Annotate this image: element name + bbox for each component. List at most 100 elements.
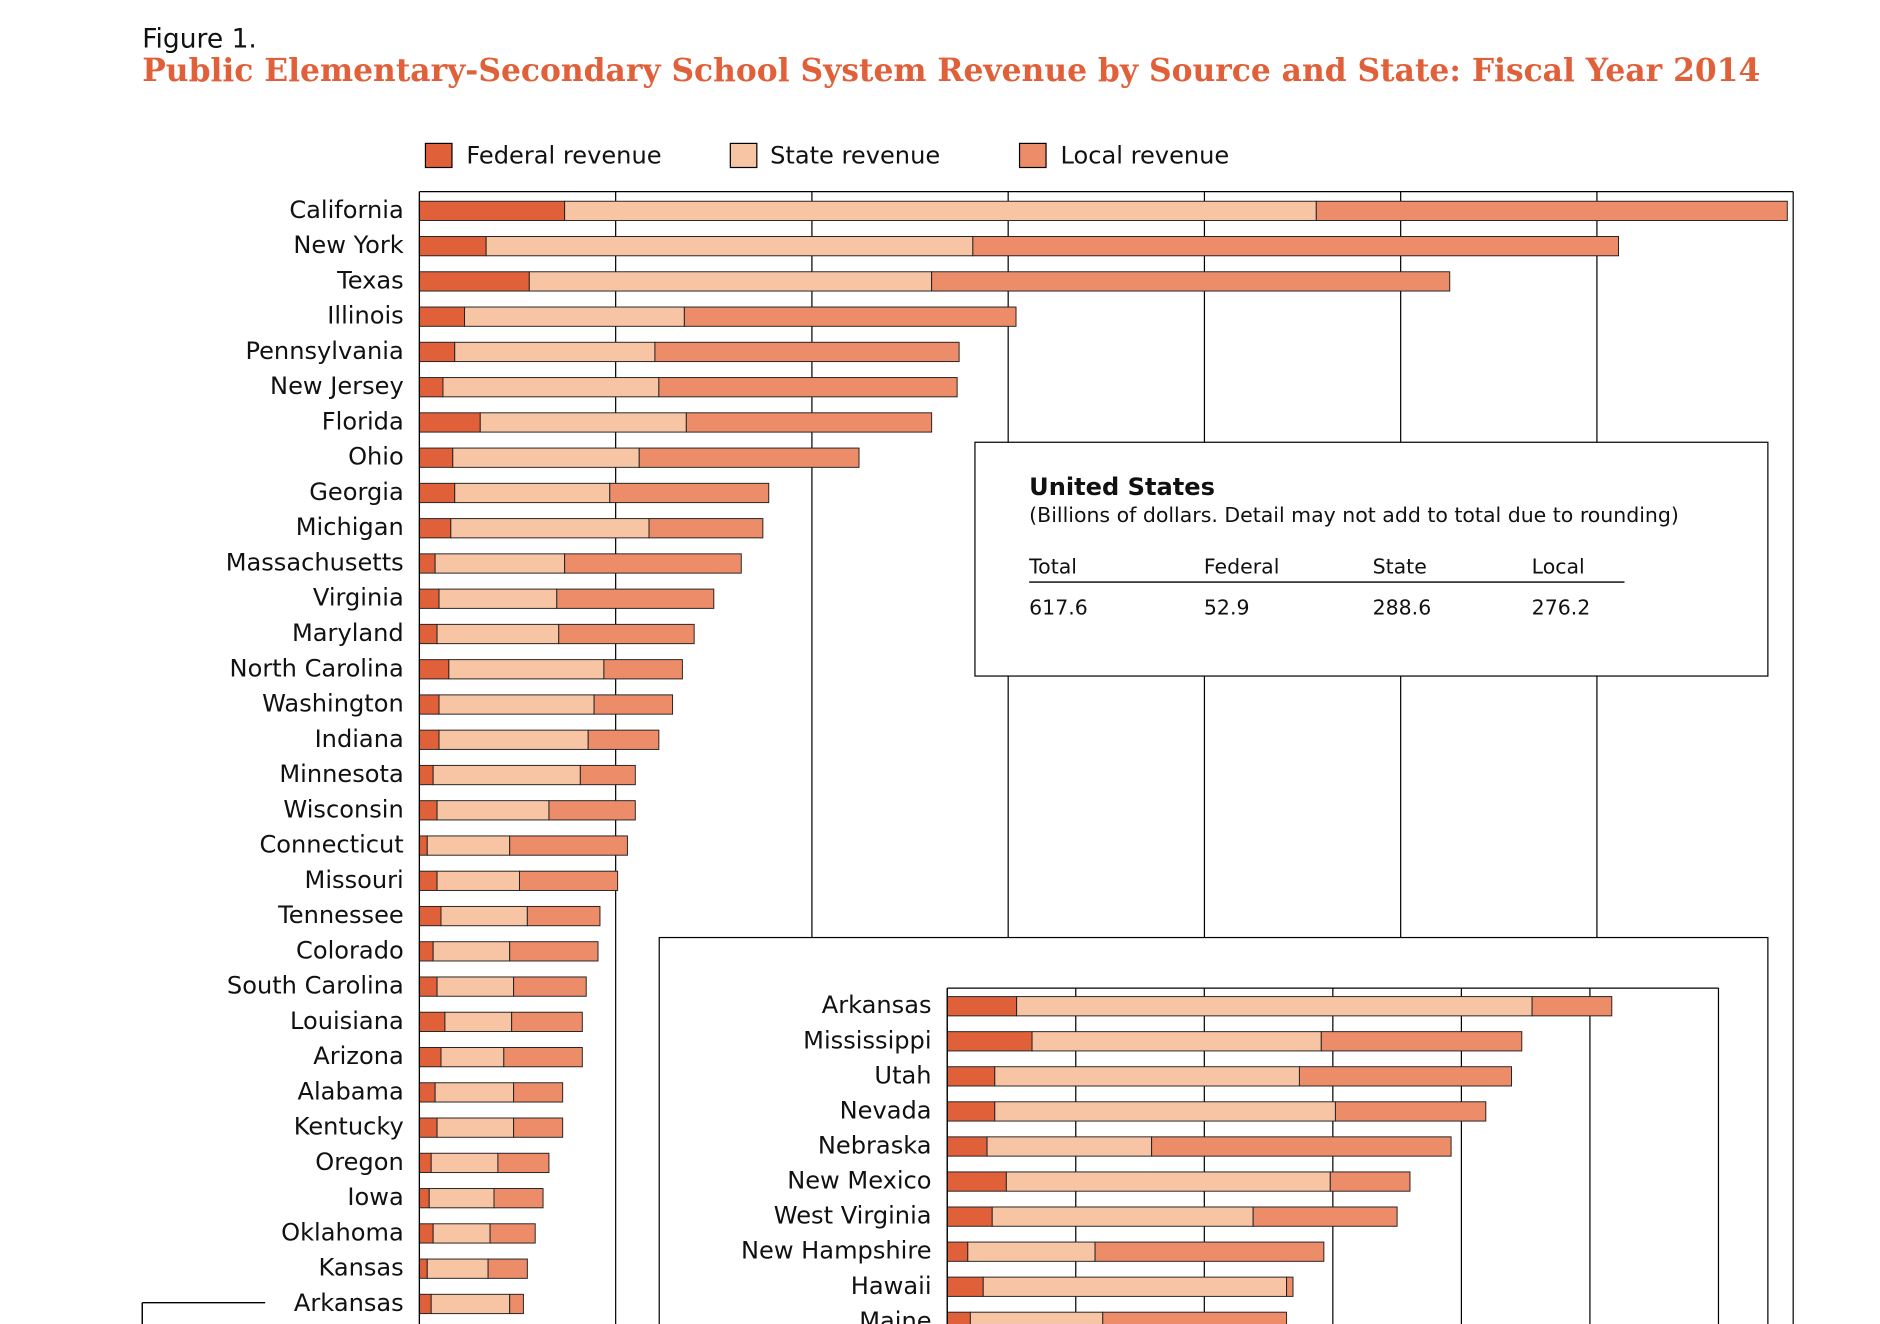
bar-segment [440,905,528,927]
bar-segment [994,1101,1336,1122]
category-label: Iowa [347,1183,403,1211]
legend-label: State revenue [770,142,940,170]
bar-segment [609,482,770,504]
category-label: Arkansas [294,1289,404,1317]
bar-segment [418,482,456,504]
bar-segment [991,1206,1254,1227]
category-label: Mississippi [803,1026,931,1054]
bar-segment [418,1293,432,1315]
category-label: Utah [874,1061,931,1089]
bar-segment [503,1047,583,1068]
bar-segment [1252,1206,1398,1227]
bar-segment [438,729,589,750]
bar-segment [548,800,636,821]
bar-segment [426,1258,489,1279]
bar-segment [946,1031,1033,1052]
category-label: Oklahoma [281,1218,404,1246]
bar-segment [587,729,660,750]
bar-segment [418,976,438,997]
bar-segment [564,553,742,574]
bar-segment [1320,1031,1523,1052]
bar-segment [479,412,687,433]
category-label: Georgia [309,478,403,506]
bar-segment [1286,1276,1294,1297]
bar-segment [528,271,933,292]
bar-segment [418,1152,432,1174]
bar-segment [436,976,515,997]
bar-segment [438,588,558,609]
category-label: Maryland [292,619,404,647]
bar-segment [418,870,438,891]
bar-segment [418,1011,446,1032]
bar-segment [432,1223,491,1244]
category-label: Michigan [296,513,404,541]
bar-segment [946,1101,996,1122]
summary-header: State [1373,555,1427,579]
bar-segment [526,905,601,927]
category-label: Alabama [298,1077,404,1105]
bar-segment [513,1082,564,1103]
category-label: Pennsylvania [245,337,403,365]
figure-label: Figure 1. [142,23,257,54]
legend: Federal revenue State revenue Local revenu… [424,142,1229,170]
bar-segment [448,659,605,680]
category-label: Nevada [840,1096,932,1124]
bar-segment [452,447,640,468]
bar-segment [430,1152,499,1174]
bar-segment [511,1011,583,1032]
bar-segment [1102,1311,1288,1324]
bar-segment [430,1293,511,1315]
summary-box [974,441,1769,677]
bar-segment [946,996,1018,1017]
bar-segment [1315,200,1788,222]
inset-chart: Arkansas Mississippi Utah Nevada Nebraska New… [658,936,1769,1324]
legend-swatch [1018,142,1047,169]
bar-segment [519,870,619,891]
bar-segment [418,623,438,645]
bar-segment [432,764,581,786]
bar-segment [967,1241,1096,1262]
bar-segment [418,941,434,962]
summary-header: Total [1028,555,1077,579]
bar-segment [489,1223,536,1244]
bar-segment [418,236,487,257]
category-label: Kansas [318,1254,403,1282]
bar-segment [428,1188,495,1209]
category-label: North Carolina [230,654,404,682]
category-label: Minnesota [279,760,403,788]
bar-segment [685,412,933,433]
bar-segment [432,941,511,962]
bar-segment [946,1136,988,1157]
legend-swatch [424,142,453,169]
bar-segment [418,377,444,398]
bar-segment [513,976,587,997]
bar-segment [558,623,695,645]
bar-segment [1531,996,1613,1017]
category-label: Tennessee [277,901,404,929]
bar-segment [638,447,860,468]
bar-segment [434,553,566,574]
category-label: Texas [336,266,404,294]
bar-segment [418,729,440,750]
bar-segment [1298,1066,1513,1087]
bar-segment [593,694,674,715]
category-label: Colorado [296,936,404,964]
summary-title: United States [1029,473,1215,501]
bar-segment [436,1117,515,1138]
category-label: Washington [262,690,404,718]
bar-segment [418,1082,436,1103]
bar-segment [497,1152,550,1174]
category-label: Hawaii [851,1272,932,1300]
bar-segment [418,1047,442,1068]
bar-segment [969,1311,1104,1324]
bar-segment [418,412,481,433]
category-label: Wisconsin [283,795,403,823]
category-label: Oregon [315,1148,403,1176]
bar-segment [434,1082,515,1103]
bar-segment [418,1223,434,1244]
bar-segment [418,659,450,680]
bar-segment [418,553,436,574]
bar-segment [418,200,566,222]
summary-header: Federal [1204,555,1279,579]
bar-segment [564,200,1317,222]
